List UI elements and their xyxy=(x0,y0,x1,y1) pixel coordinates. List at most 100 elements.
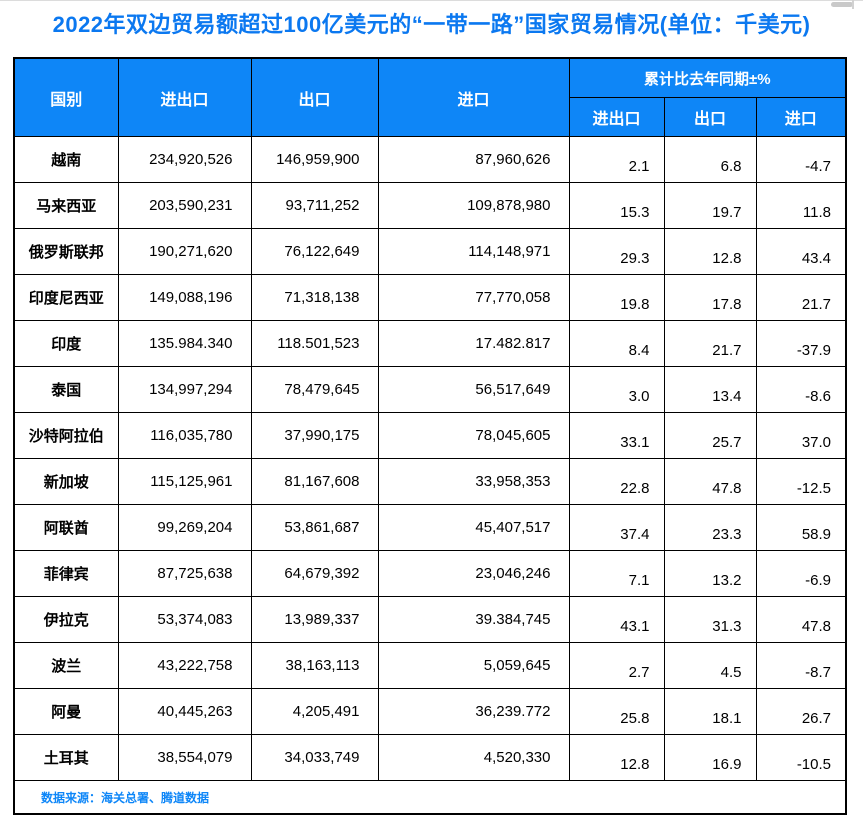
header-country: 国别 xyxy=(13,57,119,137)
yoy-import-cell: -10.5 xyxy=(755,734,847,781)
import-cell: 17.482.817 xyxy=(377,320,570,367)
table-row: 新加坡 115,125,961 81,167,608 33,958,353 22.8 47… xyxy=(13,458,847,505)
table-row: 阿曼 40,445,263 4,205,491 36,239.772 25.8 18.1 2… xyxy=(13,688,847,735)
total-cell: 149,088,196 xyxy=(117,274,252,321)
table-row: 泰国 134,997,294 78,479,645 56,517,649 3.0 13.4… xyxy=(13,366,847,413)
yoy-export-cell: 21.7 xyxy=(663,320,757,367)
country-cell: 泰国 xyxy=(13,366,119,413)
yoy-import-cell: 11.8 xyxy=(755,182,847,229)
country-cell: 土耳其 xyxy=(13,734,119,781)
import-cell: 114,148,971 xyxy=(377,228,570,275)
table-row: 印度尼西亚 149,088,196 71,318,138 77,770,058 19.8… xyxy=(13,274,847,321)
yoy-export-cell: 16.9 xyxy=(663,734,757,781)
source-row: 数据来源：海关总署、腾道数据 xyxy=(13,780,847,815)
header-total: 进出口 xyxy=(117,57,252,137)
export-cell: 34,033,749 xyxy=(250,734,379,781)
page-title: 2022年双边贸易额超过100亿美元的“一带一路”国家贸易情况(单位：千美元) xyxy=(52,12,811,37)
header-row-main: 国别 进出口 出口 进口 累计比去年同期±% xyxy=(13,57,847,137)
total-cell: 38,554,079 xyxy=(117,734,252,781)
header-row-sub: 进出口 出口 进口 xyxy=(14,97,847,137)
table-row: 沙特阿拉伯 116,035,780 37,990,175 78,045,605 33.1… xyxy=(13,412,847,459)
table-row: 伊拉克 53,374,083 13,989,337 39.384,745 43.1 31.… xyxy=(13,596,847,643)
yoy-export-cell: 17.8 xyxy=(663,274,757,321)
total-cell: 87,725,638 xyxy=(117,550,252,597)
scrollbar-track xyxy=(852,0,854,9)
yoy-total-cell: 25.8 xyxy=(568,688,665,735)
country-cell: 新加坡 xyxy=(13,458,119,505)
yoy-import-cell: 58.9 xyxy=(755,504,847,551)
header-yoy-total: 进出口 xyxy=(568,97,665,137)
table-row: 越南 234,920,526 146,959,900 87,960,626 2.1 6.8… xyxy=(13,136,847,183)
yoy-export-cell: 19.7 xyxy=(663,182,757,229)
yoy-export-cell: 12.8 xyxy=(663,228,757,275)
table-row: 俄罗斯联邦 190,271,620 76,122,649 114,148,971 29.… xyxy=(13,228,847,275)
yoy-total-cell: 43.1 xyxy=(568,596,665,643)
import-cell: 4,520,330 xyxy=(377,734,570,781)
yoy-export-cell: 31.3 xyxy=(663,596,757,643)
table-row: 马来西亚 203,590,231 93,711,252 109,878,980 15.3… xyxy=(13,182,847,229)
export-cell: 118.501,523 xyxy=(250,320,379,367)
import-cell: 36,239.772 xyxy=(377,688,570,735)
country-cell: 马来西亚 xyxy=(13,182,119,229)
window-top-edge xyxy=(0,0,863,1)
country-cell: 俄罗斯联邦 xyxy=(13,228,119,275)
yoy-export-cell: 13.2 xyxy=(663,550,757,597)
header-export: 出口 xyxy=(250,57,379,137)
yoy-import-cell: 37.0 xyxy=(755,412,847,459)
country-cell: 阿联酋 xyxy=(13,504,119,551)
yoy-total-cell: 7.1 xyxy=(568,550,665,597)
yoy-import-cell: 26.7 xyxy=(755,688,847,735)
yoy-total-cell: 29.3 xyxy=(568,228,665,275)
trade-table: 国别 进出口 出口 进口 累计比去年同期±% 进出口 出口 进口 越南 234,9… xyxy=(13,57,848,815)
header-import: 进口 xyxy=(377,57,570,137)
country-cell: 伊拉克 xyxy=(13,596,119,643)
country-cell: 越南 xyxy=(13,136,119,183)
scrollbar-thumb[interactable] xyxy=(831,2,853,7)
total-cell: 134,997,294 xyxy=(117,366,252,413)
header-yoy-import: 进口 xyxy=(755,97,847,137)
import-cell: 56,517,649 xyxy=(377,366,570,413)
country-cell: 菲律宾 xyxy=(13,550,119,597)
yoy-total-cell: 33.1 xyxy=(568,412,665,459)
table-row: 土耳其 38,554,079 34,033,749 4,520,330 12.8 16.9… xyxy=(13,734,847,781)
export-cell: 64,679,392 xyxy=(250,550,379,597)
yoy-total-cell: 19.8 xyxy=(568,274,665,321)
export-cell: 38,163,113 xyxy=(250,642,379,689)
yoy-export-cell: 23.3 xyxy=(663,504,757,551)
table-row: 菲律宾 87,725,638 64,679,392 23,046,246 7.1 13.2… xyxy=(13,550,847,597)
total-cell: 135.984.340 xyxy=(117,320,252,367)
table-header: 国别 进出口 出口 进口 累计比去年同期±% 进出口 出口 进口 xyxy=(13,57,847,137)
import-cell: 5,059,645 xyxy=(377,642,570,689)
yoy-import-cell: -4.7 xyxy=(755,136,847,183)
table-row: 阿联酋 99,269,204 53,861,687 45,407,517 37.4 23.… xyxy=(13,504,847,551)
country-cell: 阿曼 xyxy=(13,688,119,735)
table-row: 波兰 43,222,758 38,163,113 5,059,645 2.7 4.5 -8.… xyxy=(13,642,847,689)
import-cell: 39.384,745 xyxy=(377,596,570,643)
total-cell: 43,222,758 xyxy=(117,642,252,689)
export-cell: 93,711,252 xyxy=(250,182,379,229)
yoy-export-cell: 6.8 xyxy=(663,136,757,183)
table-body: 越南 234,920,526 146,959,900 87,960,626 2.1 6.8… xyxy=(13,136,847,781)
yoy-export-cell: 18.1 xyxy=(663,688,757,735)
yoy-import-cell: -37.9 xyxy=(755,320,847,367)
yoy-total-cell: 2.1 xyxy=(568,136,665,183)
import-cell: 45,407,517 xyxy=(377,504,570,551)
yoy-import-cell: 43.4 xyxy=(755,228,847,275)
country-cell: 印度尼西亚 xyxy=(13,274,119,321)
country-cell: 沙特阿拉伯 xyxy=(13,412,119,459)
yoy-import-cell: -8.6 xyxy=(755,366,847,413)
export-cell: 81,167,608 xyxy=(250,458,379,505)
import-cell: 77,770,058 xyxy=(377,274,570,321)
export-cell: 13,989,337 xyxy=(250,596,379,643)
import-cell: 33,958,353 xyxy=(377,458,570,505)
yoy-import-cell: 21.7 xyxy=(755,274,847,321)
export-cell: 146,959,900 xyxy=(250,136,379,183)
yoy-export-cell: 13.4 xyxy=(663,366,757,413)
yoy-total-cell: 2.7 xyxy=(568,642,665,689)
yoy-total-cell: 12.8 xyxy=(568,734,665,781)
total-cell: 99,269,204 xyxy=(117,504,252,551)
export-cell: 71,318,138 xyxy=(250,274,379,321)
yoy-import-cell: -12.5 xyxy=(755,458,847,505)
export-cell: 37,990,175 xyxy=(250,412,379,459)
header-yoy-group: 累计比去年同期±% xyxy=(568,57,847,98)
